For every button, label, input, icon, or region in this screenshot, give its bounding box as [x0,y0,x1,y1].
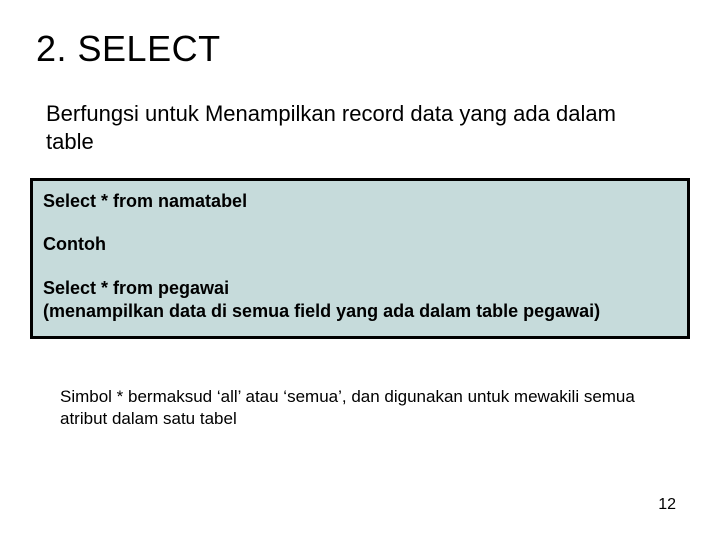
footnote-text: Simbol * bermaksud ‘all’ atau ‘semua’, d… [60,386,660,430]
slide-heading: 2. SELECT [36,28,221,70]
code-example-body: Select * from pegawai(menampilkan data d… [43,277,677,324]
page-number: 12 [658,496,676,514]
slide: 2. SELECT Berfungsi untuk Menampilkan re… [0,0,720,540]
code-box: Select * from namatabel Contoh Select * … [30,178,690,339]
code-syntax-line: Select * from namatabel [43,191,677,212]
intro-text: Berfungsi untuk Menampilkan record data … [46,100,666,155]
code-example-label: Contoh [43,234,677,255]
